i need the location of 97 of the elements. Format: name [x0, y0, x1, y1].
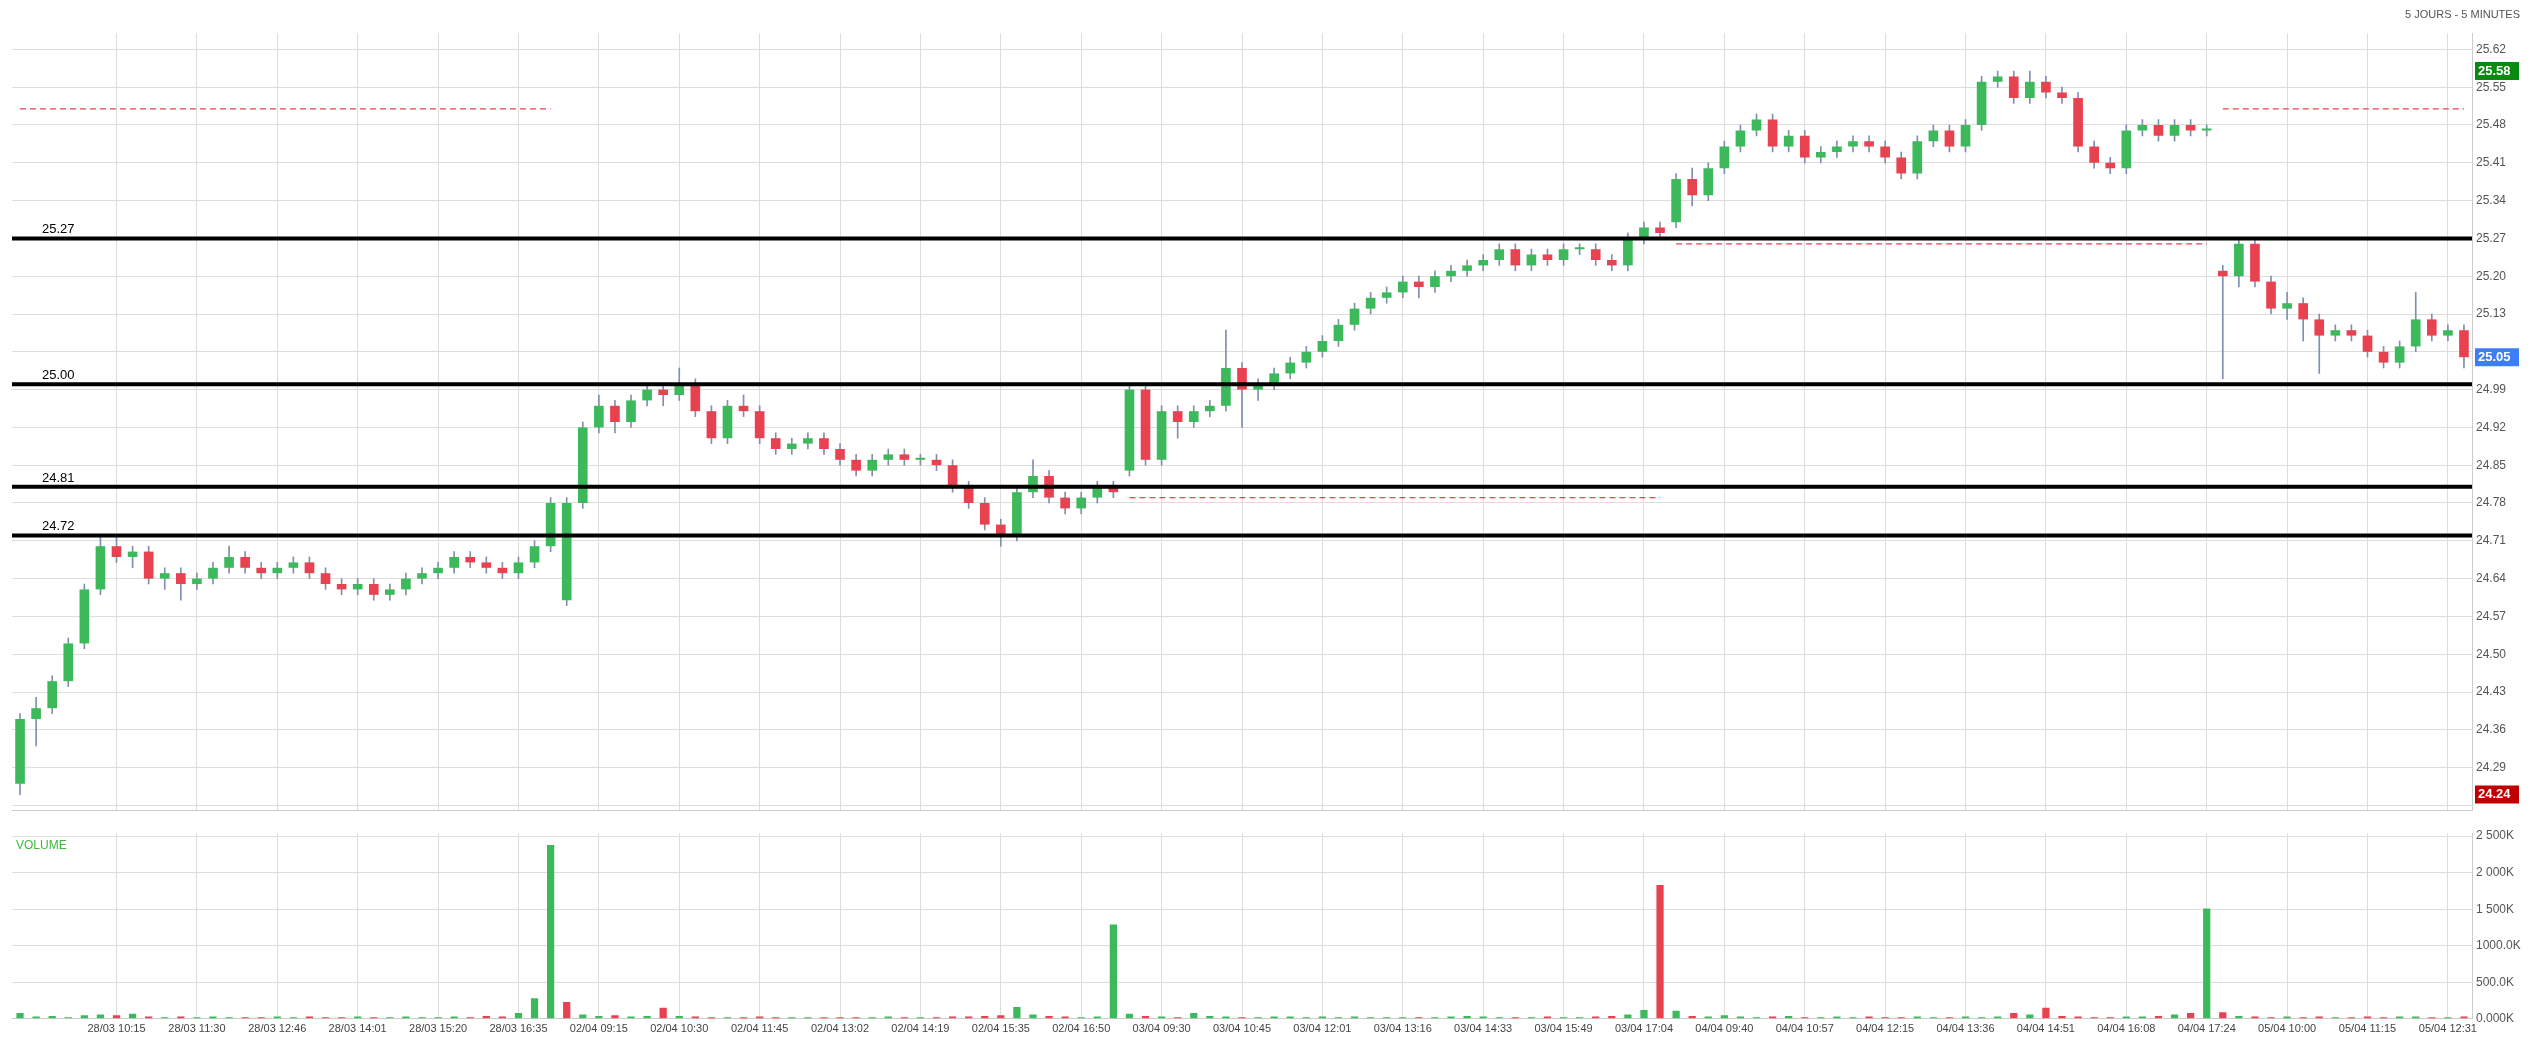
bar: [997, 1015, 1005, 1019]
y-tick-label: 1 500K: [2476, 901, 2515, 916]
bar: [2219, 1012, 2227, 1019]
y-tick-label: 25.55: [2476, 79, 2507, 94]
x-tick-label: 03/04 13:16: [1373, 1022, 1432, 1035]
x-tick-label: 05/04 11:15: [2338, 1022, 2397, 1035]
x-tick-label: 02/04 09:15: [569, 1022, 628, 1035]
y-tick-label: 2 000K: [2476, 864, 2515, 879]
x-tick-label: 02/04 15:35: [971, 1022, 1030, 1035]
text: 24.24: [2478, 786, 2512, 802]
bar: [659, 1007, 667, 1019]
bar: [1656, 885, 1664, 1019]
chart-title: VOLUME: [16, 837, 67, 852]
bar: [2187, 1012, 2195, 1019]
x-tick-label: 04/04 13:36: [1936, 1022, 1995, 1035]
y-tick-label: 24.50: [2476, 646, 2507, 661]
x-tick-label: 02/04 13:02: [810, 1022, 870, 1035]
y-tick-label: 24.92: [2476, 419, 2507, 434]
ref-line-label: 24.81: [42, 469, 75, 485]
y-tick-label: 24.78: [2476, 495, 2507, 510]
y-tick-label: 24.71: [2476, 533, 2507, 548]
y-tick-label: 25.48: [2476, 117, 2507, 132]
x-tick-label: 03/04 15:49: [1534, 1022, 1593, 1035]
bar: [611, 1015, 619, 1019]
bar: [530, 998, 539, 1019]
bar: [1640, 1010, 1648, 1019]
y-tick-label: 500.0K: [2476, 974, 2515, 989]
y-tick-label: 24.85: [2476, 457, 2507, 472]
y-tick-label: 25.34: [2476, 192, 2507, 207]
bar: [563, 1001, 571, 1019]
ref-line-label: 24.72: [42, 518, 75, 534]
y-tick-label: 0.000K: [2476, 1011, 2515, 1026]
y-tick-label: 24.43: [2476, 684, 2507, 699]
y-tick-label: 25.27: [2476, 230, 2507, 245]
y-tick-label: 1000.0K: [2476, 938, 2521, 953]
x-tick-label: 05/04 10:00: [2258, 1022, 2317, 1035]
candlestick: [31, 697, 41, 747]
bar: [2042, 1007, 2050, 1019]
x-tick-label: 02/04 11:45: [731, 1022, 789, 1035]
candlestick: [159, 567, 170, 590]
x-tick-label: 03/04 17:04: [1614, 1022, 1674, 1035]
x-tick-label: 02/04 10:30: [650, 1022, 709, 1035]
candlestick: [1414, 275, 1424, 299]
chart-subtitle: 5 JOURS - 5 MINUTES: [2404, 8, 2521, 22]
x-tick-label: 03/04 09:30: [1132, 1022, 1191, 1035]
bar: [1720, 1015, 1728, 1019]
bar: [96, 1014, 105, 1019]
candlestick: [2282, 292, 2292, 320]
x-tick-label: 04/04 14:51: [2016, 1022, 2075, 1035]
bar: [514, 1012, 523, 1019]
y-tick-label: 24.57: [2476, 608, 2507, 623]
x-tick-label: 05/04 12:31: [2418, 1022, 2477, 1035]
x-tick-label: 28/03 10:15: [87, 1022, 146, 1035]
x-tick-label: 04/04 09:40: [1695, 1022, 1754, 1035]
x-tick-label: 04/04 10:57: [1775, 1022, 1834, 1035]
ref-line-label: 25.27: [42, 221, 75, 237]
text: 25.05: [2478, 348, 2511, 364]
bar: [2026, 1014, 2034, 1019]
bar: [2203, 908, 2211, 1019]
x-tick-label: 28/03 12:46: [248, 1022, 307, 1035]
x-tick-label: 04/04 12:15: [1856, 1022, 1915, 1035]
y-tick-label: 24.64: [2476, 570, 2507, 585]
x-tick-label: 02/04 14:19: [891, 1022, 950, 1035]
ref-line-label: 25.00: [42, 367, 75, 383]
x-tick-label: 28/03 11:30: [168, 1022, 226, 1035]
x-tick-label: 03/04 14:33: [1454, 1022, 1513, 1035]
bar: [1190, 1012, 1198, 1019]
x-tick-label: 03/04 12:01: [1293, 1022, 1352, 1035]
y-tick-label: 25.13: [2476, 306, 2507, 321]
x-tick-label: 03/04 10:45: [1212, 1022, 1272, 1035]
x-tick-label: 28/03 16:35: [489, 1022, 548, 1035]
bar: [579, 1014, 587, 1019]
bar: [16, 1012, 24, 1019]
x-tick-label: 28/03 15:20: [409, 1022, 468, 1035]
bar: [80, 1015, 88, 1019]
x-tick-label: 28/03 14:01: [328, 1022, 387, 1035]
y-tick-label: 25.62: [2476, 41, 2507, 56]
bar: [1109, 924, 1117, 1019]
bar: [2170, 1014, 2179, 1019]
text: 25.58: [2478, 62, 2511, 78]
bar: [1624, 1014, 1632, 1019]
x-tick-label: 04/04 16:08: [2097, 1022, 2156, 1035]
bar: [1013, 1007, 1021, 1019]
y-tick-label: 25.20: [2476, 268, 2507, 283]
x-tick-label: 04/04 17:24: [2177, 1022, 2236, 1035]
y-tick-label: 24.99: [2476, 381, 2507, 396]
candlestick: [2201, 124, 2212, 137]
candlestick: [2217, 265, 2228, 380]
bar: [1029, 1014, 1037, 1019]
x-tick-label: 02/04 16:50: [1052, 1022, 1111, 1035]
y-tick-label: 24.36: [2476, 722, 2507, 737]
y-tick-label: 24.29: [2476, 759, 2507, 774]
bar: [112, 1015, 121, 1019]
bar: [547, 844, 555, 1019]
y-tick-label: 25.41: [2476, 155, 2507, 170]
bar: [2010, 1012, 2018, 1019]
y-tick-label: 2 500K: [2476, 828, 2515, 843]
